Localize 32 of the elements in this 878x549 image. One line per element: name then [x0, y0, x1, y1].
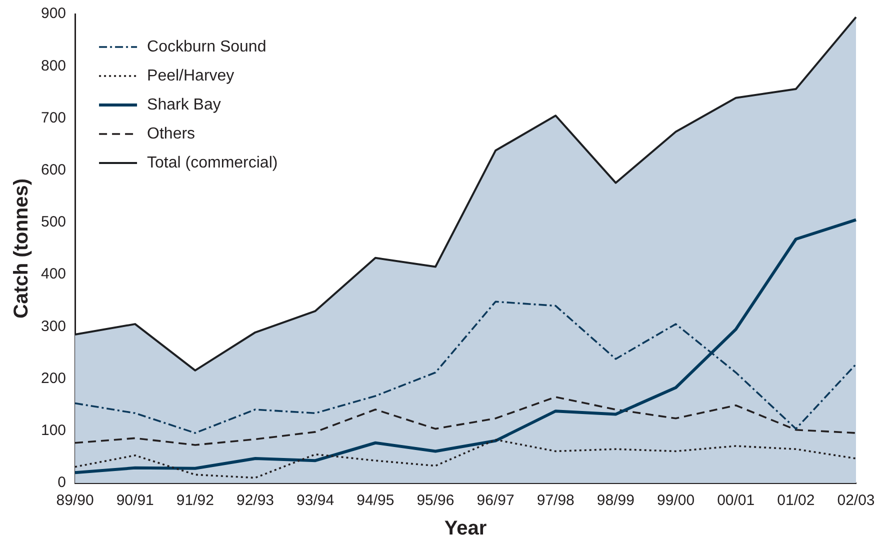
x-axis-title: Year: [444, 518, 487, 540]
x-tick-label: 94/95: [356, 492, 394, 510]
x-tick-label: 96/97: [476, 492, 514, 510]
x-tick-label: 91/92: [176, 492, 214, 510]
x-tick-label: 95/96: [416, 492, 454, 510]
x-tick-label: 93/94: [296, 492, 334, 510]
legend-label: Total (commercial): [147, 154, 278, 172]
y-tick-label: 200: [40, 370, 66, 387]
x-tick-label: 97/98: [536, 492, 574, 510]
x-tick-label: 90/91: [116, 492, 154, 510]
y-tick-label: 700: [40, 109, 66, 126]
legend-label: Peel/Harvey: [147, 67, 234, 84]
x-tick-label: 99/00: [657, 492, 695, 510]
line-series: [74, 300, 857, 434]
x-tick-label: 02/03: [837, 492, 875, 510]
y-axis-title: Catch (tonnes): [10, 178, 33, 318]
y-tick-label: 300: [40, 318, 66, 335]
y-tick-label: 900: [40, 5, 66, 22]
x-tick-label: 00/01: [717, 492, 755, 510]
y-tick-label: 400: [40, 266, 66, 283]
y-tick-label: 500: [40, 214, 66, 231]
x-tick-label: 98/99: [596, 492, 634, 510]
legend-label: Cockburn Sound: [147, 38, 266, 56]
y-tick-label: 0: [58, 474, 66, 492]
y-tick-label: 100: [40, 422, 66, 440]
x-tick-label: 92/93: [236, 492, 274, 510]
y-tick-label: 600: [40, 161, 66, 178]
legend-label: Shark Bay: [147, 96, 221, 114]
legend-label: Others: [147, 125, 196, 142]
y-tick-label: 800: [40, 57, 66, 74]
x-tick-label: 01/02: [777, 492, 815, 510]
x-tick-label: 89/90: [56, 492, 94, 510]
